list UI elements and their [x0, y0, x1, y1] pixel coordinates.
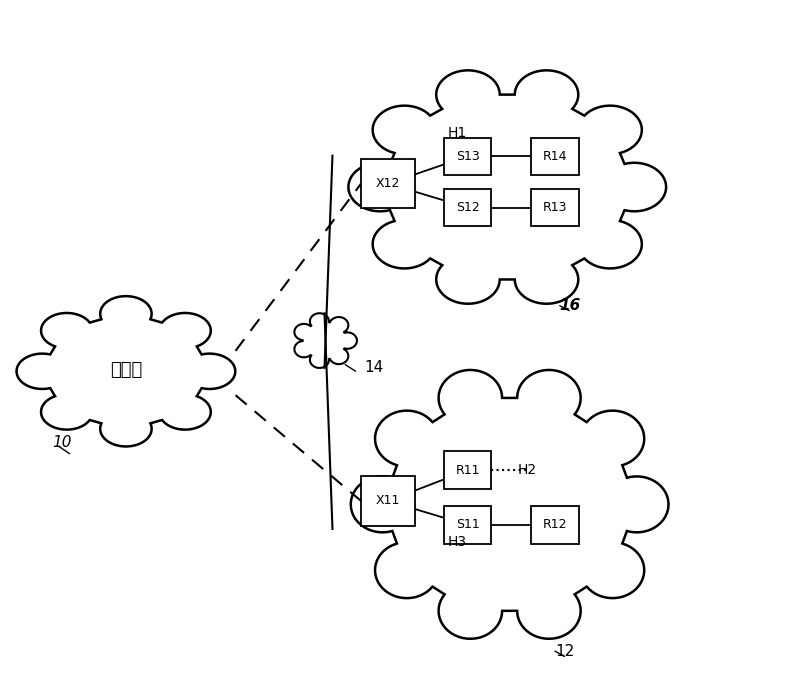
- FancyBboxPatch shape: [444, 189, 491, 226]
- Text: 核心网: 核心网: [110, 361, 142, 379]
- FancyBboxPatch shape: [444, 506, 491, 544]
- FancyBboxPatch shape: [444, 138, 491, 175]
- FancyBboxPatch shape: [531, 138, 578, 175]
- FancyBboxPatch shape: [531, 189, 578, 226]
- Polygon shape: [351, 370, 669, 638]
- Text: H1: H1: [447, 126, 467, 140]
- FancyBboxPatch shape: [444, 451, 491, 489]
- Polygon shape: [17, 296, 235, 447]
- Text: H2: H2: [518, 462, 537, 477]
- Text: R12: R12: [542, 518, 567, 531]
- Text: X12: X12: [376, 177, 400, 190]
- Polygon shape: [294, 313, 357, 368]
- Text: 12: 12: [555, 644, 574, 659]
- Text: 14: 14: [364, 360, 383, 375]
- Polygon shape: [349, 70, 666, 304]
- Text: R14: R14: [542, 150, 567, 163]
- Text: 16: 16: [559, 299, 580, 313]
- Text: S11: S11: [456, 518, 479, 531]
- Text: R11: R11: [455, 464, 480, 477]
- Text: R13: R13: [542, 201, 567, 214]
- Text: H3: H3: [448, 535, 466, 549]
- FancyBboxPatch shape: [361, 159, 415, 208]
- FancyBboxPatch shape: [531, 506, 578, 544]
- Text: S13: S13: [456, 150, 479, 163]
- Text: X11: X11: [376, 495, 400, 508]
- Text: S12: S12: [456, 201, 479, 214]
- Text: 10: 10: [52, 435, 71, 450]
- FancyBboxPatch shape: [361, 476, 415, 526]
